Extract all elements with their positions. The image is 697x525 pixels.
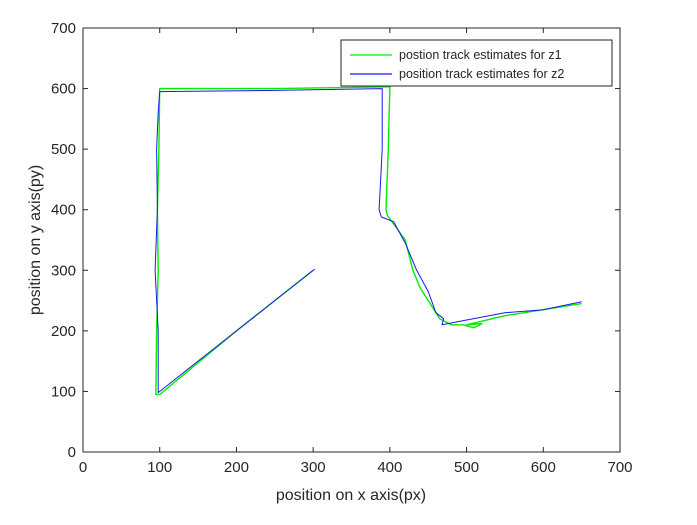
series-z2-line — [154, 88, 582, 394]
y-tick-label: 100 — [51, 383, 76, 400]
x-tick-label: 100 — [147, 459, 172, 476]
x-tick-label: 500 — [454, 459, 479, 476]
y-tick-label: 400 — [51, 202, 76, 219]
ticks: 0 100 200 300 400 500 600 700 0 100 200 300 400 500 60… — [51, 20, 633, 476]
x-axis-label: position on x axis(px) — [276, 487, 426, 504]
y-tick-label: 500 — [51, 141, 76, 158]
y-tick-label: 600 — [51, 81, 76, 98]
legend-label-z2: position track estimates for z2 — [399, 67, 564, 81]
legend: postion track estimates for z1 position … — [340, 39, 613, 87]
x-tick-label: 400 — [377, 459, 402, 476]
x-tick-label: 600 — [531, 459, 556, 476]
legend-box — [340, 39, 613, 87]
y-tick-label: 0 — [68, 444, 76, 461]
series-z1-line — [155, 86, 582, 396]
x-tick-label: 200 — [224, 459, 249, 476]
legend-label-z1: postion track estimates for z1 — [399, 48, 562, 62]
y-tick-label: 700 — [51, 20, 76, 37]
y-axis-label: position on y axis(py) — [27, 165, 44, 315]
x-tick-label: 700 — [607, 459, 632, 476]
x-tick-label: 300 — [301, 459, 326, 476]
x-tick-label: 0 — [79, 459, 87, 476]
y-tick-label: 300 — [51, 262, 76, 279]
y-tick-label: 200 — [51, 323, 76, 340]
series-layer — [154, 86, 582, 396]
